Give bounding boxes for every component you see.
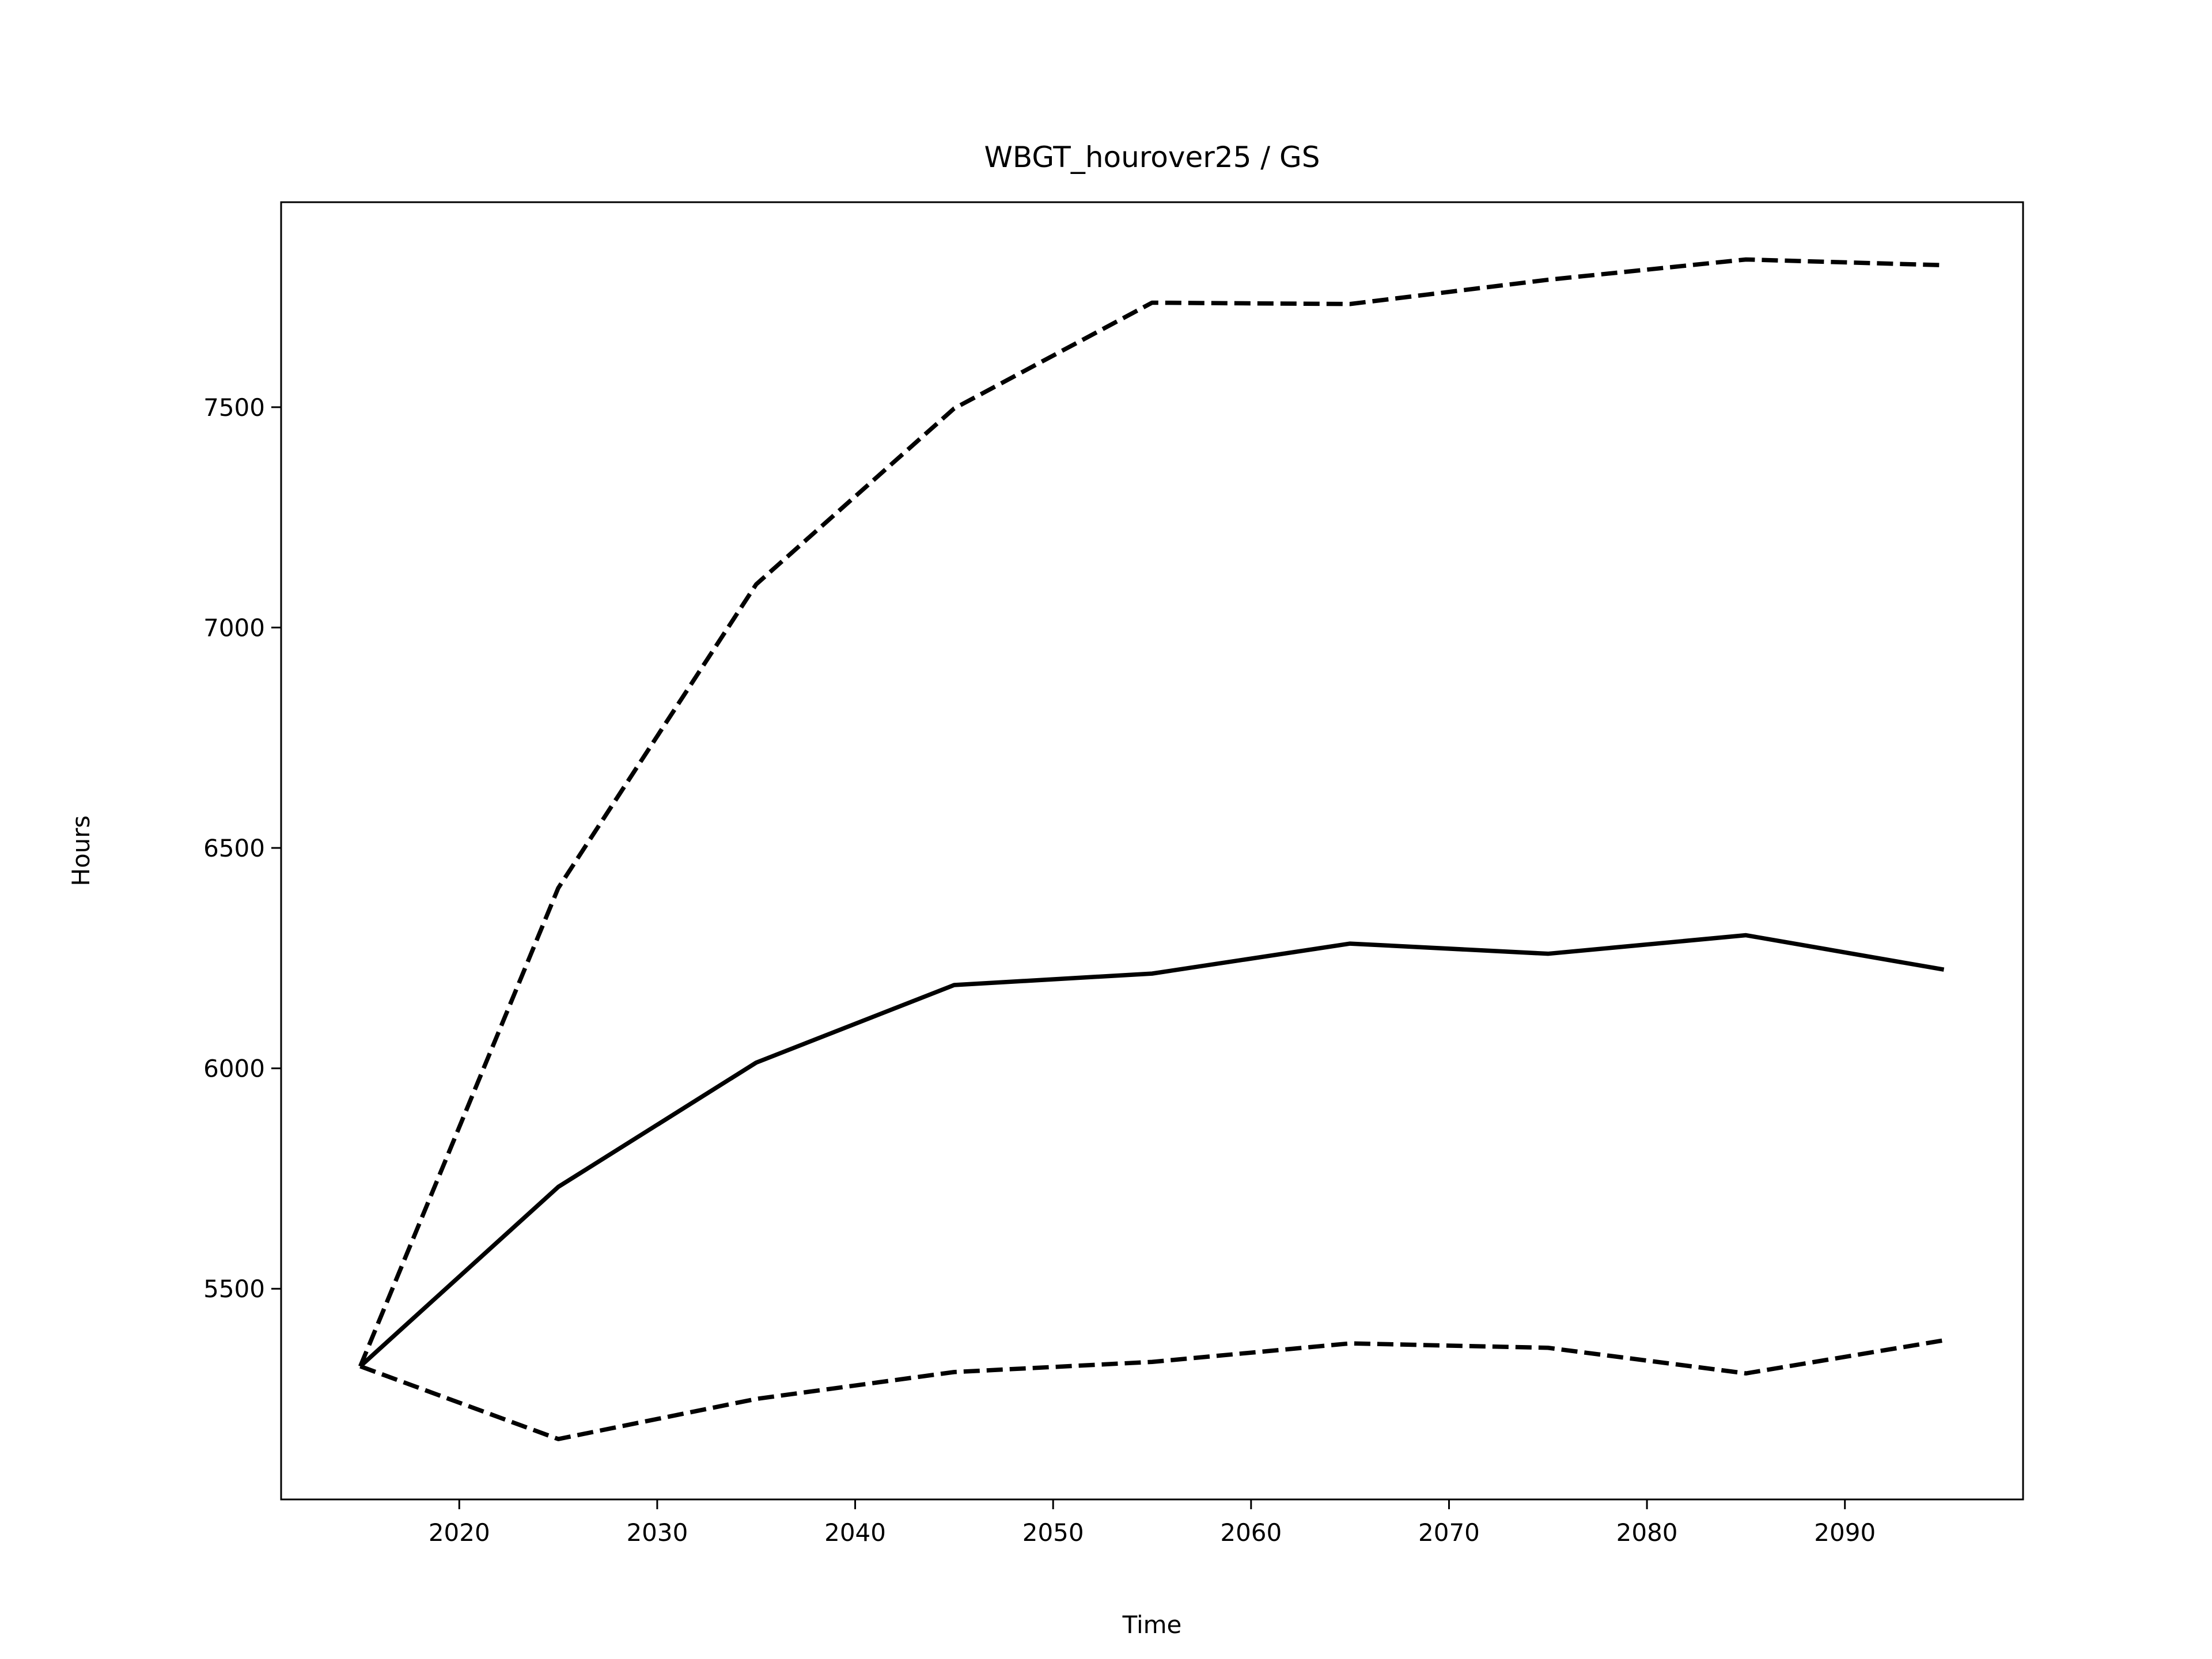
x-tick-label: 2030 bbox=[626, 1518, 688, 1547]
x-tick-label: 2080 bbox=[1616, 1518, 1678, 1547]
y-tick-label: 7500 bbox=[203, 393, 265, 422]
plot-frame bbox=[280, 201, 2024, 1501]
x-tick-label: 2040 bbox=[824, 1518, 886, 1547]
y-tick-label: 6000 bbox=[203, 1055, 265, 1083]
line-series bbox=[359, 1338, 1945, 1441]
y-tick-label: 5500 bbox=[203, 1275, 265, 1303]
line-series bbox=[358, 933, 1945, 1368]
x-tick-label: 2070 bbox=[1418, 1518, 1480, 1547]
chart-title: WBGT_hourover25 / GS bbox=[984, 141, 1320, 174]
x-tick-label: 2060 bbox=[1220, 1518, 1282, 1547]
x-tick-label: 2020 bbox=[429, 1518, 490, 1547]
x-tick-label: 2090 bbox=[1814, 1518, 1876, 1547]
y-tick-label: 7000 bbox=[203, 613, 265, 642]
line-series bbox=[358, 257, 1944, 1368]
y-tick-label: 6500 bbox=[203, 834, 265, 862]
y-axis-label: Hours bbox=[67, 815, 95, 886]
x-axis-label: Time bbox=[1122, 1611, 1182, 1639]
x-tick-label: 2050 bbox=[1022, 1518, 1084, 1547]
